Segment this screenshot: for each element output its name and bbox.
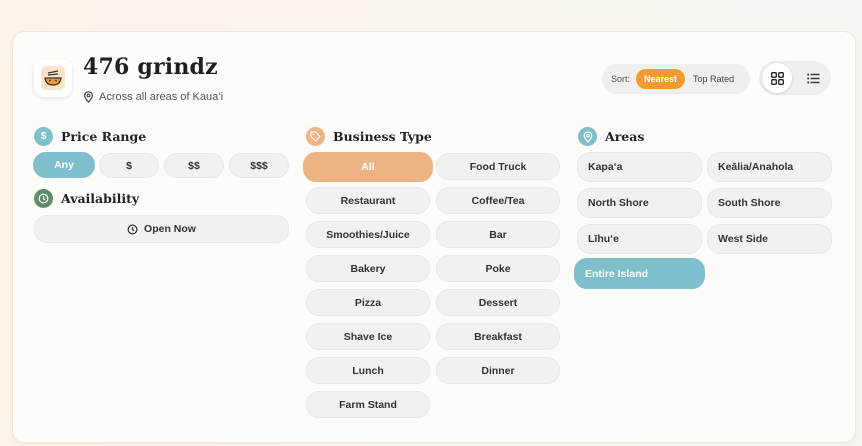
business-all-button[interactable]: All [303, 152, 433, 182]
price-range-header: $ Price Range [34, 127, 146, 146]
price-range-title: Price Range [61, 129, 147, 144]
clock-icon [34, 189, 53, 208]
business-breakfast-button[interactable]: Breakfast [436, 323, 560, 350]
price-2-button[interactable]: $$ [164, 153, 224, 178]
list-icon [806, 73, 819, 83]
location-subtitle: Across all areas of Kaua‘i [83, 91, 223, 103]
business-farm-stand-button[interactable]: Farm Stand [306, 391, 430, 418]
app-logo [34, 59, 72, 97]
business-lunch-button[interactable]: Lunch [306, 357, 430, 384]
area-kapaa-button[interactable]: Kapa‘a [577, 152, 702, 182]
business-type-header: Business Type [306, 127, 432, 146]
business-dinner-button[interactable]: Dinner [436, 357, 560, 384]
area-kealia-anahola-button[interactable]: Keālia/Anahola [707, 152, 832, 182]
area-south-shore-button[interactable]: South Shore [707, 188, 832, 218]
price-1-button[interactable]: $ [99, 153, 159, 178]
grid-view-button[interactable] [762, 63, 792, 93]
sort-label: Sort: [611, 74, 631, 84]
area-north-shore-button[interactable]: North Shore [577, 188, 702, 218]
map-pin-icon [84, 91, 93, 103]
area-lihue-button[interactable]: Līhu‘e [577, 224, 702, 254]
business-pizza-button[interactable]: Pizza [306, 289, 430, 316]
open-now-button[interactable]: Open Now [34, 215, 289, 243]
subtitle-text: Across all areas of Kaua‘i [99, 91, 224, 103]
availability-header: Availability [34, 189, 139, 208]
areas-header: Areas [578, 127, 644, 146]
view-toggle [759, 61, 831, 95]
map-pin-icon [578, 127, 597, 146]
sort-control: Sort: Nearest Top Rated [602, 64, 750, 94]
open-now-label: Open Now [144, 223, 196, 235]
tag-icon [306, 127, 325, 146]
availability-title: Availability [61, 191, 140, 206]
sort-top-rated-button[interactable]: Top Rated [685, 69, 742, 89]
bowl-icon [41, 66, 65, 90]
business-coffee-tea-button[interactable]: Coffee/Tea [436, 187, 560, 214]
business-smoothies-button[interactable]: Smoothies/Juice [306, 221, 430, 248]
business-restaurant-button[interactable]: Restaurant [306, 187, 430, 214]
grid-icon [770, 71, 784, 85]
price-any-button[interactable]: Any [33, 152, 95, 178]
areas-title: Areas [605, 129, 645, 144]
list-view-button[interactable] [798, 63, 828, 93]
area-entire-island-button[interactable]: Entire Island [574, 258, 705, 289]
business-dessert-button[interactable]: Dessert [436, 289, 560, 316]
dollar-icon: $ [34, 127, 53, 146]
area-west-side-button[interactable]: West Side [707, 224, 832, 254]
business-poke-button[interactable]: Poke [436, 255, 560, 282]
business-food-truck-button[interactable]: Food Truck [436, 153, 560, 180]
business-type-title: Business Type [333, 129, 432, 144]
sort-nearest-button[interactable]: Nearest [636, 69, 686, 89]
business-shave-ice-button[interactable]: Shave Ice [306, 323, 430, 350]
page-title: 476 grindz [83, 54, 218, 80]
price-3-button[interactable]: $$$ [229, 153, 289, 178]
business-bar-button[interactable]: Bar [436, 221, 560, 248]
business-bakery-button[interactable]: Bakery [306, 255, 430, 282]
clock-icon [127, 223, 138, 235]
